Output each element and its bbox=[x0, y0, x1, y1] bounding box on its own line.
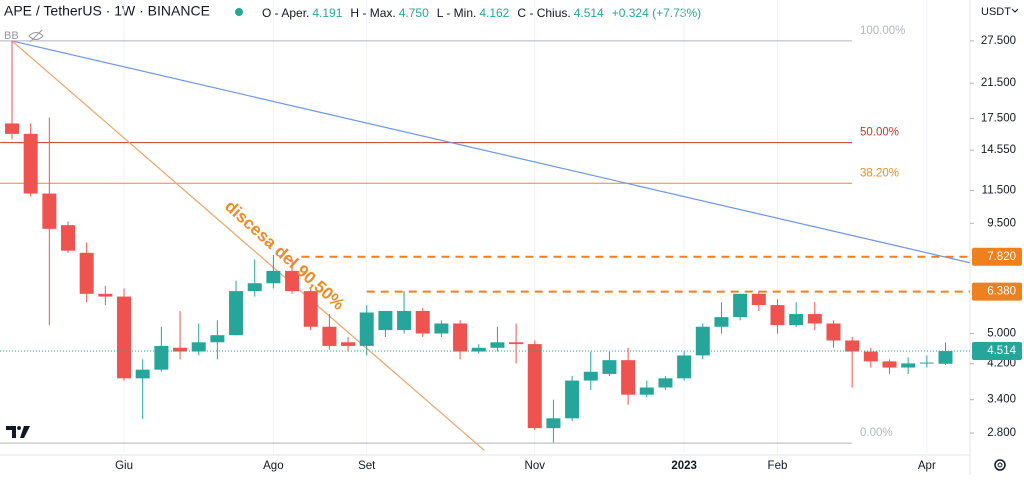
candle-body bbox=[173, 347, 188, 352]
candle-body bbox=[938, 351, 953, 364]
candle-body bbox=[5, 123, 19, 134]
change-label: +0.324 (+7.73%) bbox=[612, 6, 701, 20]
y-tick-label: 27.500 bbox=[981, 35, 1016, 47]
candle-body bbox=[565, 380, 580, 419]
candle-body bbox=[695, 326, 710, 356]
price-level-label: 7.820 bbox=[987, 251, 1016, 263]
candle-body bbox=[509, 342, 524, 345]
y-tick-label: 3.400 bbox=[987, 394, 1016, 406]
candle-body bbox=[434, 323, 449, 334]
candle-body bbox=[490, 342, 505, 348]
candle-body bbox=[658, 378, 673, 388]
ohlc-name: L - Min. bbox=[437, 6, 477, 20]
candle-body bbox=[751, 293, 766, 306]
candle-body bbox=[453, 323, 468, 352]
candle-body bbox=[845, 340, 860, 352]
ohlc-name: C - Chius. bbox=[517, 6, 570, 20]
candle-body bbox=[397, 310, 412, 331]
ohlc-value: 4.191 bbox=[312, 6, 342, 20]
candle-body bbox=[23, 133, 38, 194]
chart-title: APE / TetherUS · 1W · BINANCE bbox=[4, 3, 210, 19]
candle-body bbox=[378, 310, 393, 331]
x-tick-label: 2023 bbox=[671, 460, 697, 472]
candle-body bbox=[677, 355, 692, 379]
candle-body bbox=[621, 360, 636, 395]
fib-label: 38.20% bbox=[860, 167, 899, 179]
candle-body bbox=[602, 360, 617, 374]
candle-body bbox=[919, 362, 934, 364]
trend-line bbox=[11, 40, 970, 264]
candle-body bbox=[359, 312, 374, 346]
candle-body bbox=[733, 293, 748, 318]
x-tick-label: Apr bbox=[918, 460, 936, 472]
fib-label: 100.00% bbox=[860, 25, 905, 37]
candle-body bbox=[807, 314, 822, 324]
x-tick-label: Ago bbox=[263, 460, 283, 472]
price-level-label: 6.380 bbox=[987, 286, 1016, 298]
x-tick-label: Set bbox=[358, 460, 376, 472]
candle-body bbox=[303, 291, 318, 327]
candle-body bbox=[770, 305, 785, 326]
currency-selector[interactable]: USDT bbox=[981, 6, 1011, 18]
candle-body bbox=[117, 296, 132, 379]
fib-label: 50.00% bbox=[860, 127, 899, 139]
y-tick-label: 9.500 bbox=[987, 217, 1016, 229]
candle-body bbox=[714, 317, 729, 327]
y-tick-label: 4.200 bbox=[987, 357, 1016, 369]
candle-body bbox=[789, 314, 804, 326]
y-tick-label: 14.550 bbox=[981, 144, 1016, 156]
candle-body bbox=[826, 323, 841, 341]
candle-body bbox=[154, 345, 169, 370]
candle-body bbox=[639, 387, 654, 395]
ohlc-name: O - Aper. bbox=[262, 6, 309, 20]
fib-label: 0.00% bbox=[860, 427, 893, 439]
dropdown-arrow[interactable] bbox=[1011, 8, 1019, 13]
indicator-label: BB bbox=[4, 30, 19, 42]
candle-body bbox=[583, 371, 598, 381]
candle-body bbox=[322, 326, 337, 346]
y-tick-label: 17.500 bbox=[981, 113, 1016, 125]
candle-body bbox=[98, 293, 113, 297]
last-price-label: 4.514 bbox=[987, 345, 1016, 357]
candle-body bbox=[61, 225, 76, 251]
x-tick-label: Nov bbox=[525, 460, 546, 472]
candle-body bbox=[285, 270, 300, 292]
visibility-icon[interactable] bbox=[28, 29, 44, 43]
ohlc-value: 4.514 bbox=[574, 6, 604, 20]
candle-body bbox=[229, 291, 244, 336]
ohlc-value: 4.750 bbox=[399, 6, 429, 20]
x-tick-label: Feb bbox=[768, 460, 788, 472]
candle-body bbox=[415, 310, 430, 334]
price-level-tag bbox=[972, 247, 1022, 266]
candle-body bbox=[266, 270, 281, 284]
status-dot bbox=[235, 8, 243, 16]
tradingview-logo bbox=[6, 426, 30, 438]
y-tick-label: 11.500 bbox=[982, 185, 1016, 197]
trend-line bbox=[11, 40, 485, 451]
ohlc-value: 4.162 bbox=[479, 6, 509, 20]
candle-body bbox=[341, 342, 356, 346]
candle-body bbox=[863, 351, 878, 362]
ohlc-name: H - Max. bbox=[350, 6, 395, 20]
candle-body bbox=[546, 418, 561, 429]
candle-body bbox=[210, 335, 225, 343]
candle-body bbox=[79, 252, 94, 294]
candle-body bbox=[191, 342, 206, 352]
settings-icon[interactable] bbox=[994, 459, 1006, 471]
candle-body bbox=[247, 283, 262, 292]
y-tick-label: 2.800 bbox=[987, 427, 1016, 439]
candle-body bbox=[471, 347, 486, 352]
y-tick-label: 21.500 bbox=[981, 77, 1016, 89]
candle-body bbox=[901, 363, 916, 368]
candle-body bbox=[42, 193, 57, 229]
y-tick-label: 5.000 bbox=[987, 328, 1016, 340]
x-tick-label: Giu bbox=[115, 460, 133, 472]
candle-body bbox=[135, 369, 150, 379]
last-price-tag bbox=[972, 342, 1022, 361]
price-level-tag bbox=[972, 282, 1022, 301]
candle-body bbox=[882, 361, 897, 368]
candle-body bbox=[527, 344, 542, 429]
